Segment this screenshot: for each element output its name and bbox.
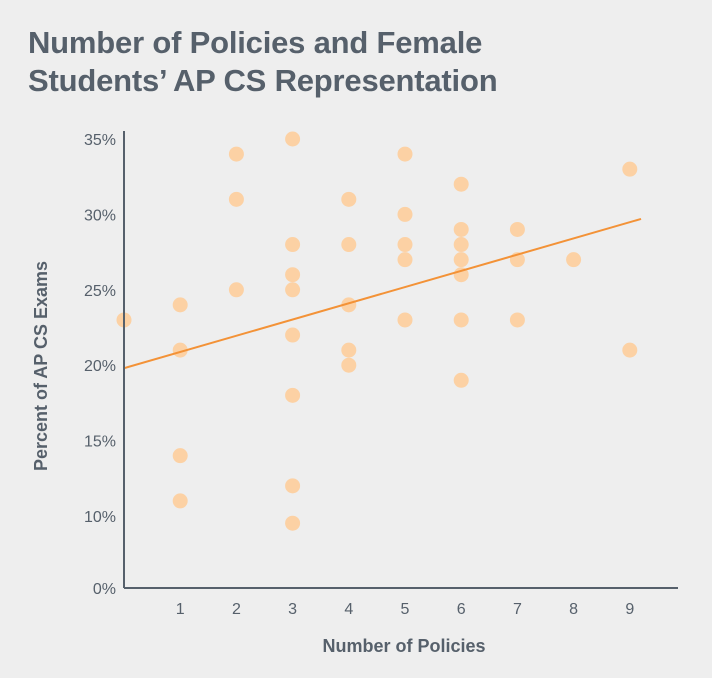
data-point — [453, 237, 469, 253]
data-point — [285, 478, 301, 494]
data-point — [285, 282, 301, 298]
data-point — [172, 448, 188, 464]
x-tick-label: 9 — [625, 601, 634, 618]
y-tick-label: 10% — [84, 509, 116, 526]
data-point — [453, 221, 469, 237]
chart-title-line-1: Number of Policies and Female — [28, 25, 483, 60]
y-tick-label: 15% — [84, 434, 116, 451]
data-point — [285, 327, 301, 343]
data-point — [285, 387, 301, 403]
x-tick-label: 3 — [288, 601, 297, 618]
x-tick-label: 7 — [513, 601, 522, 618]
scatter-points — [116, 131, 638, 531]
data-point — [285, 267, 301, 283]
data-point — [453, 252, 469, 268]
data-point — [566, 252, 582, 268]
data-point — [622, 161, 638, 177]
x-tick-labels: 1 2 3 4 5 6 7 8 9 — [176, 601, 635, 618]
data-point — [172, 493, 188, 509]
y-axis-label: Percent of AP CS Exams — [31, 261, 51, 471]
data-point — [228, 282, 244, 298]
data-point — [397, 252, 413, 268]
x-tick-label: 4 — [344, 601, 353, 618]
data-point — [341, 297, 357, 313]
y-tick-label: 20% — [84, 358, 116, 375]
x-tick-label: 1 — [176, 601, 185, 618]
data-point — [341, 357, 357, 373]
trend-line — [123, 217, 642, 370]
chart-title: Number of Policies and Female Students’ … — [28, 24, 498, 100]
x-tick-label: 2 — [232, 601, 241, 618]
data-point — [397, 312, 413, 328]
data-point — [509, 221, 525, 237]
chart-title-line-2: Students’ AP CS Representation — [28, 63, 498, 98]
data-point — [172, 297, 188, 313]
y-tick-label: 0% — [93, 581, 116, 598]
x-tick-label: 6 — [457, 601, 466, 618]
data-point — [509, 312, 525, 328]
x-tick-label: 8 — [569, 601, 578, 618]
data-point — [453, 176, 469, 192]
y-tick-label: 30% — [84, 207, 116, 224]
data-point — [453, 372, 469, 388]
y-tick-label: 25% — [84, 283, 116, 300]
data-point — [285, 131, 301, 147]
data-point — [341, 191, 357, 207]
data-point — [397, 237, 413, 253]
data-point — [453, 312, 469, 328]
x-tick-label: 5 — [401, 601, 410, 618]
y-tick-label: 35% — [84, 132, 116, 149]
x-axis-label: Number of Policies — [322, 636, 485, 656]
data-point — [285, 515, 301, 531]
data-point — [228, 146, 244, 162]
data-point — [622, 342, 638, 358]
data-point — [228, 191, 244, 207]
y-tick-labels: 0% 10% 15% 20% 25% 30% 35% — [84, 132, 116, 598]
data-point — [341, 237, 357, 253]
data-point — [285, 237, 301, 253]
data-point — [397, 206, 413, 222]
data-point — [341, 342, 357, 358]
data-point — [397, 146, 413, 162]
